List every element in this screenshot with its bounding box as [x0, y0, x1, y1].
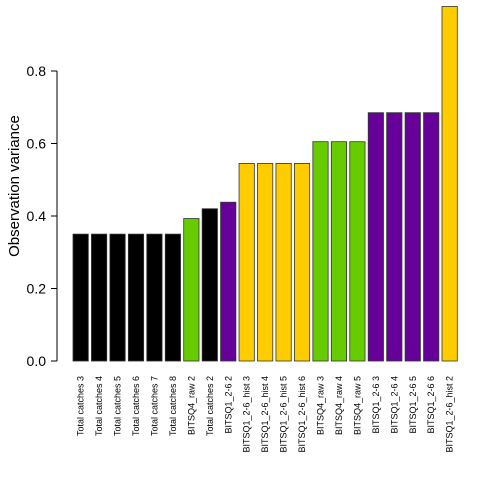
bar	[330, 141, 347, 362]
bar	[91, 233, 108, 362]
x-tick-label: Total catches 3	[76, 376, 86, 436]
x-tick-label: BITSQ1_2-6_hist 6	[297, 376, 307, 453]
bar	[146, 233, 163, 362]
y-tick-label: 0.2	[27, 281, 47, 297]
bar	[386, 112, 403, 362]
x-tick-label: Total catches 6	[131, 376, 141, 436]
bar	[127, 233, 145, 362]
bar	[367, 112, 384, 362]
bar	[293, 163, 311, 362]
x-tick-label: BITSQ4_raw 2	[186, 376, 196, 435]
y-axis: 0.0 0.2 0.4 0.6 0.8	[27, 63, 58, 369]
bar	[423, 112, 440, 362]
bar	[349, 141, 366, 362]
x-tick-label: BITSQ1_2-6 6	[426, 376, 436, 434]
bar	[201, 208, 218, 362]
bar	[238, 163, 255, 362]
x-tick-label: BITSQ1_2-6_hist 2	[445, 376, 455, 453]
x-tick-label: BITSQ1_2-6 5	[408, 376, 418, 434]
y-axis-title: Observation variance	[6, 115, 23, 257]
x-tick-label: BITSQ1_2-6_hist 5	[279, 376, 289, 453]
x-tick-label: BITSQ1_2-6 2	[223, 376, 233, 434]
bar	[312, 141, 329, 362]
x-tick-label: Total catches 2	[205, 376, 215, 436]
x-tick-label: Total catches 8	[168, 376, 178, 436]
x-tick-label: BITSQ4_raw 3	[316, 376, 326, 435]
x-tick-label: BITSQ1_2-6_hist 3	[242, 376, 252, 453]
y-tick-label: 0.0	[27, 353, 47, 369]
bar	[72, 233, 89, 362]
x-tick-label: Total catches 4	[94, 376, 104, 436]
x-tick-label: BITSQ4_raw 5	[352, 376, 362, 435]
bar	[164, 233, 181, 362]
x-tick-label: Total catches 7	[149, 376, 159, 436]
x-tick-label: BITSQ1_2-6_hist 4	[260, 376, 270, 453]
bar	[109, 233, 126, 362]
bar	[441, 6, 458, 362]
y-tick-label: 0.4	[27, 208, 47, 224]
bar	[257, 163, 274, 362]
x-tick-label: BITSQ1_2-6 3	[371, 376, 381, 434]
bar	[404, 112, 421, 362]
x-tick-label: BITSQ4_raw 4	[334, 376, 344, 435]
bars	[72, 6, 458, 362]
y-tick-label: 0.8	[27, 63, 47, 79]
bar	[275, 163, 292, 362]
x-tick-label: BITSQ1_2-6 4	[389, 376, 399, 434]
bar	[183, 218, 200, 362]
x-tick-label: Total catches 5	[113, 376, 123, 436]
y-tick-label: 0.6	[27, 136, 47, 152]
bar	[220, 201, 237, 362]
x-tick-labels: Total catches 3 Total catches 4 Total catc…	[76, 376, 455, 453]
